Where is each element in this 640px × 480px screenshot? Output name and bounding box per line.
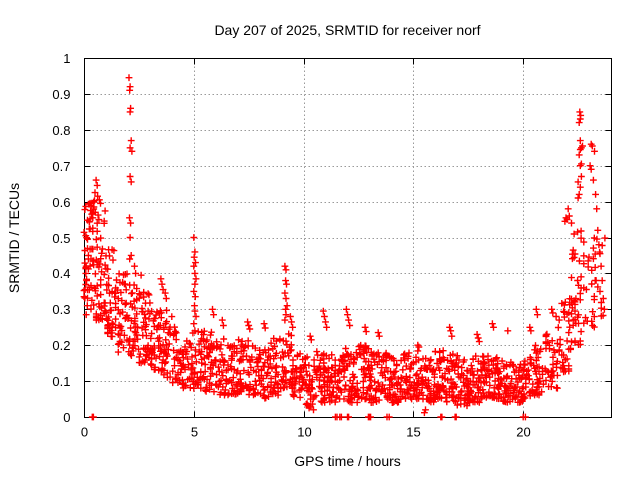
y-tick-label: 0.8 [52, 123, 70, 138]
tick-labels: 0 5 10 15 20 0 0.1 0.2 0.3 0.4 0.5 0.6 0.7 0.8 0.9 1 [52, 51, 530, 440]
x-tick-label: 20 [516, 425, 530, 440]
scatter-points [80, 74, 609, 421]
x-axis-label: GPS time / hours [294, 453, 401, 469]
y-tick-label: 0.2 [52, 338, 70, 353]
y-tick-label: 1 [63, 51, 70, 66]
x-tick-label: 15 [406, 425, 420, 440]
x-tick-label: 10 [297, 425, 311, 440]
y-tick-label: 0.3 [52, 302, 70, 317]
y-tick-label: 0.7 [52, 159, 70, 174]
x-tick-label: 0 [81, 425, 88, 440]
y-tick-label: 0.4 [52, 266, 70, 281]
y-tick-label: 0.5 [52, 231, 70, 246]
chart-title: Day 207 of 2025, SRMTID for receiver nor… [214, 22, 481, 38]
y-tick-label: 0.1 [52, 374, 70, 389]
x-tick-label: 5 [191, 425, 198, 440]
y-tick-label: 0.9 [52, 87, 70, 102]
y-tick-label: 0.6 [52, 195, 70, 210]
y-tick-label: 0 [63, 410, 70, 425]
